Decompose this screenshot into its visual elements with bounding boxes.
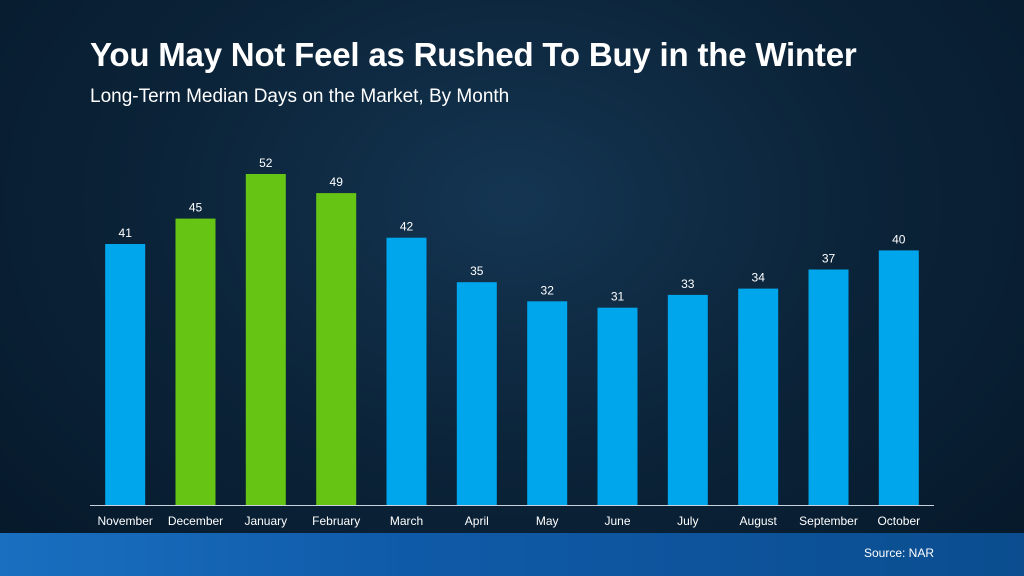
bars-group — [105, 174, 919, 505]
x-axis-tick-labels: November December January February March Apri… — [98, 514, 921, 528]
bar-september — [808, 269, 849, 505]
chart-title: You May Not Feel as Rushed To Buy in the… — [90, 36, 857, 73]
value-labels-group: 41 45 52 49 42 35 32 31 33 34 37 40 — [119, 156, 906, 304]
chart-subtitle: Long-Term Median Days on the Market, By … — [90, 86, 510, 107]
x-tick-label-september: September — [799, 514, 858, 528]
value-label-april: 35 — [470, 264, 484, 278]
x-tick-label-december: December — [168, 514, 223, 528]
value-label-january: 52 — [259, 156, 273, 170]
bar-june — [597, 307, 638, 505]
value-label-august: 34 — [752, 271, 766, 285]
bar-december — [175, 218, 216, 505]
bar-march — [386, 237, 427, 505]
bar-july — [667, 294, 708, 505]
bar-november — [105, 244, 146, 505]
bar-february — [316, 193, 357, 505]
value-label-december: 45 — [189, 201, 203, 215]
x-tick-label-august: August — [740, 514, 778, 528]
x-tick-label-march: March — [390, 514, 423, 528]
bar-may — [527, 301, 568, 505]
x-tick-label-april: April — [465, 514, 489, 528]
x-tick-label-may: May — [536, 514, 559, 528]
value-label-july: 33 — [681, 277, 695, 291]
value-label-september: 37 — [822, 252, 836, 266]
x-tick-label-november: November — [98, 514, 153, 528]
bar-october — [878, 250, 919, 505]
value-label-october: 40 — [892, 232, 906, 246]
footer-band — [0, 533, 1024, 576]
x-tick-label-june: June — [604, 514, 630, 528]
x-tick-label-february: February — [312, 514, 360, 528]
x-tick-label-july: July — [677, 514, 698, 528]
bar-april — [456, 282, 497, 505]
bar-august — [738, 288, 779, 505]
value-label-march: 42 — [400, 220, 414, 234]
x-tick-label-january: January — [244, 514, 287, 528]
source-note: Source: NAR — [863, 546, 934, 560]
bar-january — [245, 174, 286, 505]
x-tick-label-october: October — [877, 514, 920, 528]
value-label-may: 32 — [541, 283, 555, 297]
value-label-november: 41 — [119, 226, 133, 240]
value-label-june: 31 — [611, 290, 625, 304]
value-label-february: 49 — [330, 175, 344, 189]
